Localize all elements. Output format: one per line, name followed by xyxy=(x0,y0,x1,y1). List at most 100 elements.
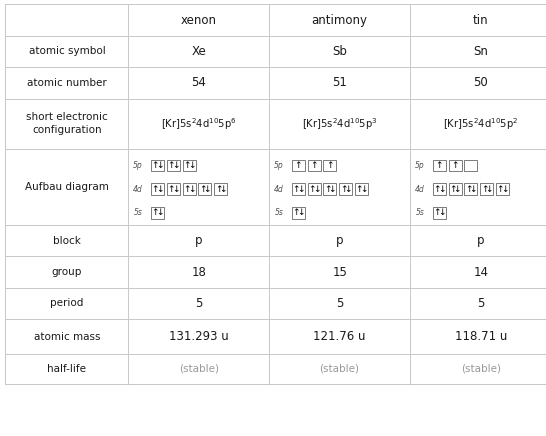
Text: ↓: ↓ xyxy=(470,184,477,194)
Text: ↑: ↑ xyxy=(449,184,456,194)
Text: antimony: antimony xyxy=(312,14,367,27)
Bar xyxy=(339,183,352,195)
Bar xyxy=(480,183,493,195)
Bar xyxy=(182,183,195,195)
Text: 5p: 5p xyxy=(133,161,143,170)
Text: ↓: ↓ xyxy=(297,184,304,194)
Text: 5: 5 xyxy=(195,297,203,310)
Text: ↓: ↓ xyxy=(172,161,179,170)
Bar xyxy=(151,183,164,195)
Bar xyxy=(432,160,446,171)
Text: ↓: ↓ xyxy=(297,208,304,217)
Bar xyxy=(323,183,336,195)
Text: ↑: ↑ xyxy=(310,161,318,170)
Text: ↓: ↓ xyxy=(485,184,493,194)
Text: 5p: 5p xyxy=(415,161,425,170)
Text: ↑: ↑ xyxy=(292,184,300,194)
Text: 121.76 u: 121.76 u xyxy=(313,330,366,343)
Text: p: p xyxy=(336,234,343,247)
Text: ↓: ↓ xyxy=(204,184,211,194)
Text: ↓: ↓ xyxy=(329,184,336,194)
Text: 18: 18 xyxy=(191,266,206,279)
Text: 14: 14 xyxy=(473,266,488,279)
Bar xyxy=(355,183,368,195)
Text: short electronic
configuration: short electronic configuration xyxy=(26,112,108,135)
Text: 4d: 4d xyxy=(274,184,284,194)
Bar xyxy=(198,183,211,195)
Text: (stable): (stable) xyxy=(461,364,501,374)
Text: 5s: 5s xyxy=(416,208,424,217)
Text: ↓: ↓ xyxy=(156,161,163,170)
Bar xyxy=(167,160,180,171)
Bar xyxy=(151,160,164,171)
Text: ↑: ↑ xyxy=(151,161,159,170)
Text: ↑: ↑ xyxy=(433,208,441,217)
Bar xyxy=(307,183,321,195)
Bar xyxy=(449,160,461,171)
Text: ↑: ↑ xyxy=(496,184,504,194)
Text: 5p: 5p xyxy=(274,161,284,170)
Bar xyxy=(449,183,461,195)
Text: atomic mass: atomic mass xyxy=(34,332,100,341)
Text: 5s: 5s xyxy=(134,208,143,217)
Text: ↑: ↑ xyxy=(452,161,459,170)
Text: Sb: Sb xyxy=(332,45,347,58)
Text: ↓: ↓ xyxy=(438,208,446,217)
Bar xyxy=(167,183,180,195)
Text: ↓: ↓ xyxy=(188,161,195,170)
Bar xyxy=(323,160,336,171)
Text: ↑: ↑ xyxy=(167,184,175,194)
Text: ↓: ↓ xyxy=(313,184,320,194)
Text: ↓: ↓ xyxy=(172,184,179,194)
Text: 5: 5 xyxy=(477,297,484,310)
Text: xenon: xenon xyxy=(181,14,217,27)
Text: ↑: ↑ xyxy=(340,184,347,194)
Text: ↑: ↑ xyxy=(292,208,300,217)
Text: ↓: ↓ xyxy=(156,184,163,194)
Text: Xe: Xe xyxy=(191,45,206,58)
Text: (stable): (stable) xyxy=(319,364,360,374)
Text: 4d: 4d xyxy=(133,184,143,194)
Bar xyxy=(292,183,305,195)
Text: ↓: ↓ xyxy=(438,184,446,194)
Text: ↑: ↑ xyxy=(215,184,222,194)
Text: 54: 54 xyxy=(191,76,206,89)
Text: ↓: ↓ xyxy=(360,184,368,194)
Text: ↑: ↑ xyxy=(324,184,331,194)
Text: 5s: 5s xyxy=(275,208,283,217)
Text: ↑: ↑ xyxy=(199,184,206,194)
Text: period: period xyxy=(50,299,84,308)
Text: Sn: Sn xyxy=(473,45,488,58)
Text: ↑: ↑ xyxy=(433,184,441,194)
Text: [Kr]5s$^2$4d$^{10}$5p$^2$: [Kr]5s$^2$4d$^{10}$5p$^2$ xyxy=(443,116,519,132)
Text: ↑: ↑ xyxy=(355,184,363,194)
Bar xyxy=(215,183,227,195)
Text: block: block xyxy=(53,236,81,245)
Text: ↓: ↓ xyxy=(188,184,195,194)
Text: ↓: ↓ xyxy=(501,184,509,194)
Bar xyxy=(432,183,446,195)
Bar xyxy=(151,207,164,219)
Text: ↓: ↓ xyxy=(454,184,461,194)
Text: 15: 15 xyxy=(332,266,347,279)
Text: p: p xyxy=(195,234,203,247)
Text: group: group xyxy=(52,267,82,277)
Text: half-life: half-life xyxy=(48,364,86,374)
Text: atomic number: atomic number xyxy=(27,78,107,88)
Bar xyxy=(182,160,195,171)
Bar xyxy=(292,207,305,219)
Text: ↑: ↑ xyxy=(183,161,191,170)
Text: ↑: ↑ xyxy=(465,184,472,194)
Text: tin: tin xyxy=(473,14,489,27)
Text: p: p xyxy=(477,234,484,247)
Text: ↑: ↑ xyxy=(308,184,316,194)
Text: ↑: ↑ xyxy=(294,161,302,170)
Text: atomic symbol: atomic symbol xyxy=(28,47,105,56)
Text: ↑: ↑ xyxy=(435,161,443,170)
Bar xyxy=(465,183,477,195)
Text: Aufbau diagram: Aufbau diagram xyxy=(25,182,109,192)
Text: [Kr]5s$^2$4d$^{10}$5p$^3$: [Kr]5s$^2$4d$^{10}$5p$^3$ xyxy=(302,116,377,132)
Text: 51: 51 xyxy=(332,76,347,89)
Text: 5: 5 xyxy=(336,297,343,310)
Text: ↑: ↑ xyxy=(183,184,191,194)
